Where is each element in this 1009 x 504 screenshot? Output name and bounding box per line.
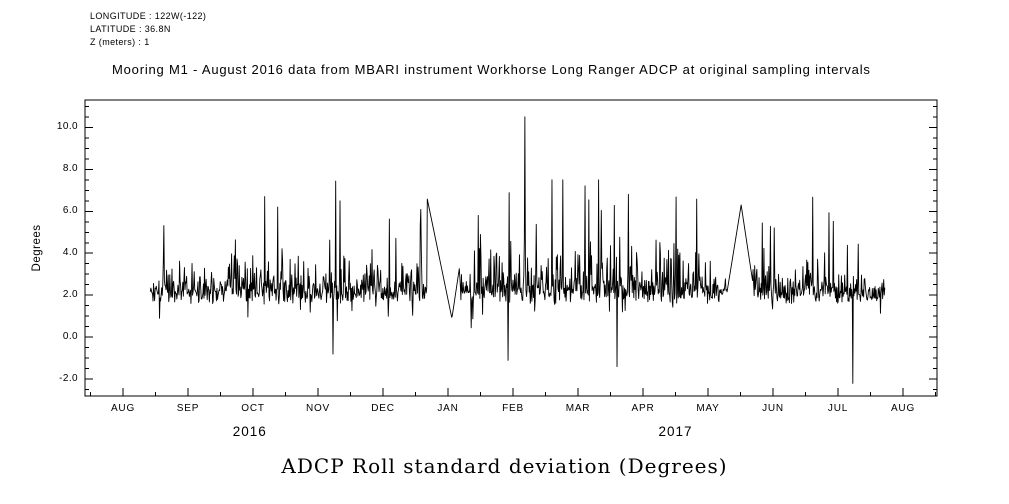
x-tick-label-11-jul: JUL	[827, 403, 849, 414]
y-tick-label--2: -2.0	[59, 372, 78, 384]
x-tick-label-0-aug: AUG	[110, 403, 136, 414]
x-tick-label-12-aug: AUG	[890, 403, 916, 414]
x-tick-label-1-sep: SEP	[176, 403, 200, 414]
y-tick-label-6: 6.0	[62, 204, 78, 216]
x-tick-label-9-may: MAY	[696, 403, 720, 414]
year-label-2016: 2016	[232, 424, 267, 439]
y-tick-label-8: 8.0	[62, 162, 78, 174]
data-line	[149, 116, 886, 384]
chart-caption: ADCP Roll standard deviation (Degrees)	[281, 454, 728, 478]
latitude-label: LATITUDE : 36.8N	[90, 24, 171, 34]
depth-label: Z (meters) : 1	[90, 37, 150, 47]
year-label-2017: 2017	[658, 424, 693, 439]
chart-title: Mooring M1 - August 2016 data from MBARI…	[112, 62, 871, 77]
y-tick-label-4: 4.0	[62, 246, 78, 258]
axis-ticks	[85, 105, 937, 396]
x-tick-label-7-mar: MAR	[565, 403, 591, 414]
y-tick-label-2: 2.0	[62, 288, 78, 300]
x-tick-label-10-jun: JUN	[762, 403, 784, 414]
x-tick-label-5-jan: JAN	[437, 403, 459, 414]
y-tick-label-0: 0.0	[62, 330, 78, 342]
x-tick-label-3-nov: NOV	[305, 403, 331, 414]
x-tick-label-2-oct: OCT	[241, 403, 265, 414]
plot-frame	[84, 99, 938, 397]
location-metadata: LONGITUDE : 122W(-122) LATITUDE : 36.8N …	[90, 10, 206, 49]
x-tick-label-6-feb: FEB	[502, 403, 524, 414]
x-tick-label-4-dec: DEC	[371, 403, 395, 414]
x-tick-label-8-apr: APR	[631, 403, 655, 414]
y-tick-label-10: 10.0	[56, 120, 78, 132]
longitude-label: LONGITUDE : 122W(-122)	[90, 11, 207, 21]
